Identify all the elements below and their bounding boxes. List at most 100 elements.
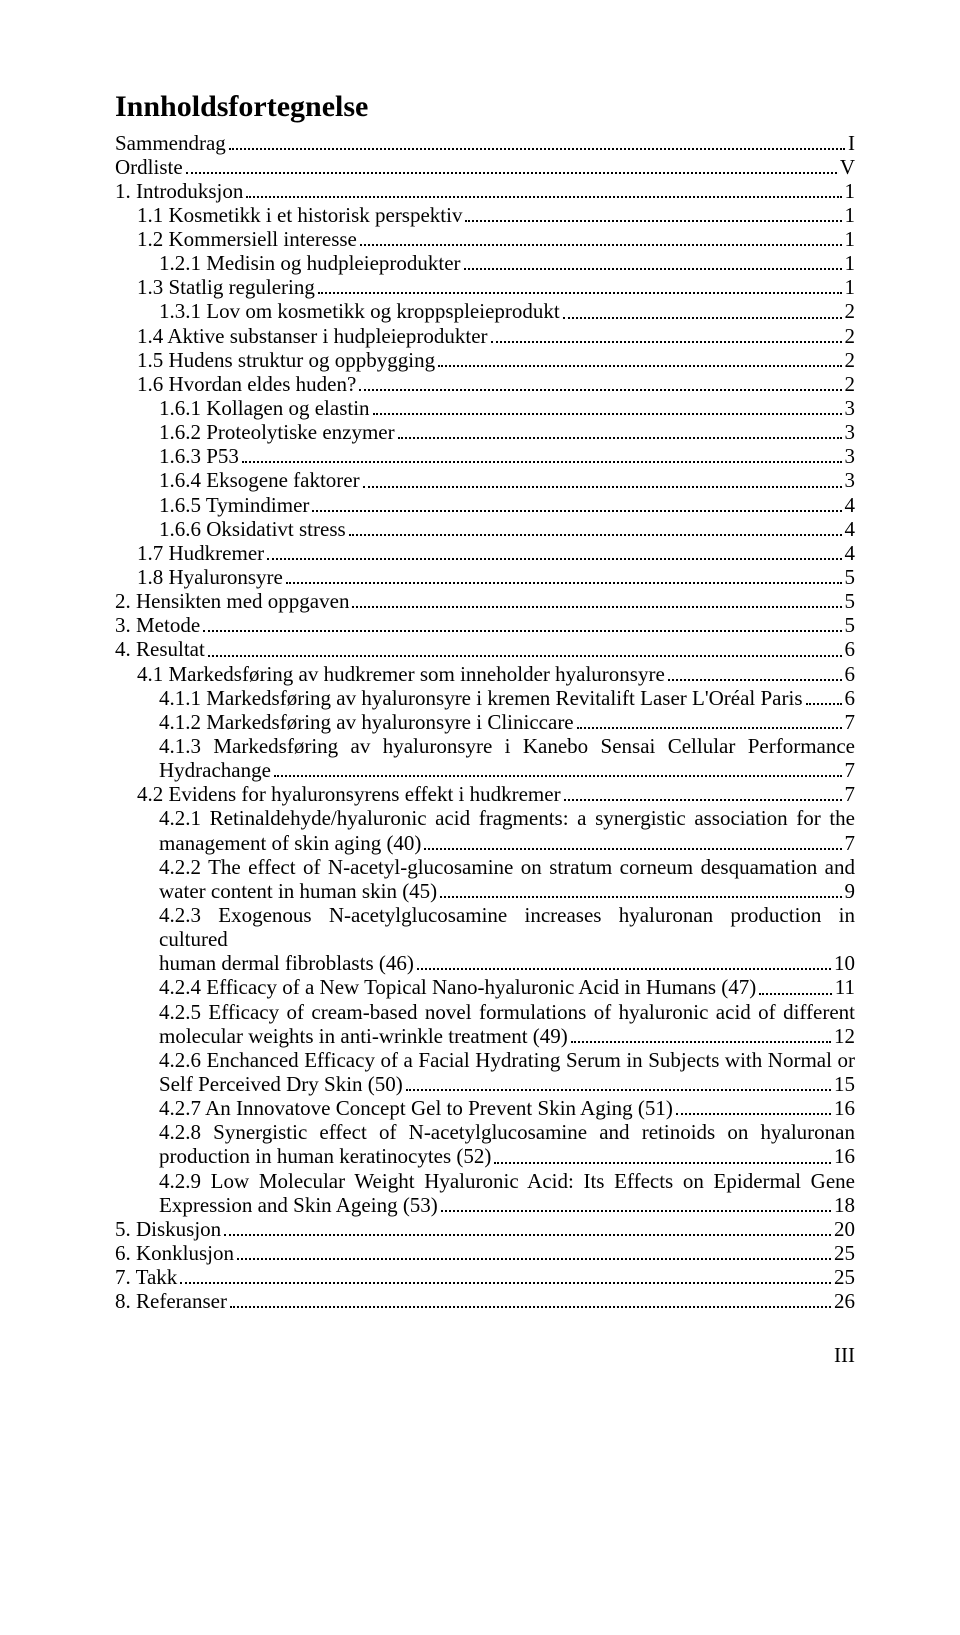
toc-entry-label: water content in human skin (45) [159,879,437,903]
dot-leader [229,148,845,150]
dot-leader [242,461,842,463]
toc-entry: 1.1 Kosmetikk i et historisk perspektiv … [115,203,855,227]
toc-entry-page: 25 [834,1241,855,1265]
toc-entry-page: 5 [845,613,856,637]
dot-leader [759,993,832,995]
toc-entry-page: 9 [845,879,856,903]
dot-leader [246,196,841,198]
toc-entry-label: 1.1 Kosmetikk i et historisk perspektiv [137,203,462,227]
toc-entry-label: 4.2 Evidens for hyaluronsyrens effekt i … [137,782,561,806]
toc-entry: 4.2.7 An Innovatove Concept Gel to Preve… [115,1096,855,1120]
toc-entry-page: 1 [845,179,856,203]
toc-entry: 3. Metode 5 [115,613,855,637]
dot-leader [267,558,841,560]
toc-entry-label: 1.6.2 Proteolytiske enzymer [159,420,395,444]
toc-entry-label: 6. Konklusjon [115,1241,234,1265]
dot-leader [318,292,842,294]
toc-entry: 6. Konklusjon 25 [115,1241,855,1265]
toc-entry-label: 7. Takk [115,1265,177,1289]
toc-entry-label: 4.1.1 Markedsføring av hyaluronsyre i kr… [159,686,803,710]
toc-entry-page: 5 [845,589,856,613]
toc-entry-continuation: Self Perceived Dry Skin (50) 15 [115,1072,855,1096]
toc-entry-label: 8. Referanser [115,1289,227,1313]
toc-entry: 1.6.2 Proteolytiske enzymer 3 [115,420,855,444]
toc-entry: 1.8 Hyaluronsyre 5 [115,565,855,589]
dot-leader [564,799,842,801]
toc-entry-label: 4.2.6 Enchanced Efficacy of a Facial Hyd… [159,1048,855,1072]
toc-entry: 1.6.1 Kollagen og elastin 3 [115,396,855,420]
dot-leader [668,679,842,681]
toc-entry-label: 4.1 Markedsføring av hudkremer som inneh… [137,662,665,686]
toc-entry-label: 1.8 Hyaluronsyre [137,565,283,589]
toc-entry-label: molecular weights in anti-wrinkle treatm… [159,1024,568,1048]
dot-leader [438,365,841,367]
toc-entry: 1.6 Hvordan eldes huden? 2 [115,372,855,396]
dot-leader [464,268,842,270]
toc-entry-label: 1.3.1 Lov om kosmetikk og kroppspleiepro… [159,299,560,323]
toc-entry-page: V [840,155,855,179]
toc-entry: 5. Diskusjon 20 [115,1217,855,1241]
toc-entry: 4.2 Evidens for hyaluronsyrens effekt i … [115,782,855,806]
toc-entry-label: 4.2.3 Exogenous N-acetylglucosamine incr… [159,903,855,951]
toc-entry-page: 6 [845,637,856,661]
toc-entry-label: 4.1.2 Markedsføring av hyaluronsyre i Cl… [159,710,574,734]
toc-entry: 4.1.2 Markedsføring av hyaluronsyre i Cl… [115,710,855,734]
toc-entry-label: 1.5 Hudens struktur og oppbygging [137,348,435,372]
toc-entry-page: 12 [834,1024,855,1048]
toc-entry: 4.2.5 Efficacy of cream-based novel form… [115,1000,855,1024]
dot-leader [398,437,842,439]
toc-entry-label: 1.6.4 Eksogene faktorer [159,468,360,492]
toc-entry: 1.6.6 Oksidativt stress 4 [115,517,855,541]
dot-leader [230,1306,831,1308]
dot-leader [465,220,841,222]
dot-leader [180,1282,831,1284]
dot-leader [806,703,842,705]
toc-entry-page: 16 [834,1144,855,1168]
toc-entry-label: Self Perceived Dry Skin (50) [159,1072,403,1096]
toc-entry-page: 1 [845,227,856,251]
toc-entry-label: 2. Hensikten med oppgaven [115,589,349,613]
toc-entry-page: 3 [845,420,856,444]
toc-entry: 1.4 Aktive substanser i hudpleieprodukte… [115,324,855,348]
toc-entry-page: 2 [845,348,856,372]
toc-entry: 4.2.1 Retinaldehyde/hyaluronic acid frag… [115,806,855,830]
toc-entry-continuation: molecular weights in anti-wrinkle treatm… [115,1024,855,1048]
dot-leader [676,1113,831,1115]
dot-leader [360,244,842,246]
toc-entry-label: Ordliste [115,155,183,179]
toc-entry-page: 2 [845,372,856,396]
toc-entry-page: 4 [845,493,856,517]
toc-entry: 4. Resultat 6 [115,637,855,661]
toc-entry-page: 5 [845,565,856,589]
toc-entry: 4.1 Markedsføring av hudkremer som inneh… [115,662,855,686]
dot-leader [373,413,842,415]
toc-entry: 4.1.3 Markedsføring av hyaluronsyre i Ka… [115,734,855,758]
toc-entry-continuation: Hydrachange 7 [115,758,855,782]
toc-entry: 4.1.1 Markedsføring av hyaluronsyre i kr… [115,686,855,710]
toc-entry: 2. Hensikten med oppgaven 5 [115,589,855,613]
toc-entry-label: 4.2.9 Low Molecular Weight Hyaluronic Ac… [159,1169,855,1193]
toc-entry-page: 2 [845,299,856,323]
toc-entry-page: I [848,131,855,155]
toc-entry: 4.2.3 Exogenous N-acetylglucosamine incr… [115,903,855,951]
toc-entry: 1.3 Statlig regulering 1 [115,275,855,299]
toc-entry-label: 3. Metode [115,613,200,637]
toc-entry-page: 6 [845,686,856,710]
toc-entry: 4.2.2 The effect of N-acetyl-glucosamine… [115,855,855,879]
table-of-contents: Sammendrag IOrdliste V1. Introduksjon 11… [115,131,855,1314]
toc-entry-continuation: water content in human skin (45) 9 [115,879,855,903]
page-number: III [115,1343,855,1367]
toc-entry-label: 1.2 Kommersiell interesse [137,227,357,251]
toc-entry-page: 20 [834,1217,855,1241]
toc-entry-label: 1.7 Hudkremer [137,541,264,565]
toc-entry-continuation: management of skin aging (40) 7 [115,831,855,855]
toc-entry-label: 4.2.1 Retinaldehyde/hyaluronic acid frag… [159,806,855,830]
toc-entry-label: 1. Introduksjon [115,179,243,203]
toc-entry-label: 4.2.8 Synergistic effect of N-acetylgluc… [159,1120,855,1144]
dot-leader [494,1162,831,1164]
dot-leader [563,317,842,319]
toc-entry-label: Hydrachange [159,758,271,782]
dot-leader [577,727,842,729]
toc-entry: 4.2.9 Low Molecular Weight Hyaluronic Ac… [115,1169,855,1193]
toc-entry: 1.6.4 Eksogene faktorer 3 [115,468,855,492]
